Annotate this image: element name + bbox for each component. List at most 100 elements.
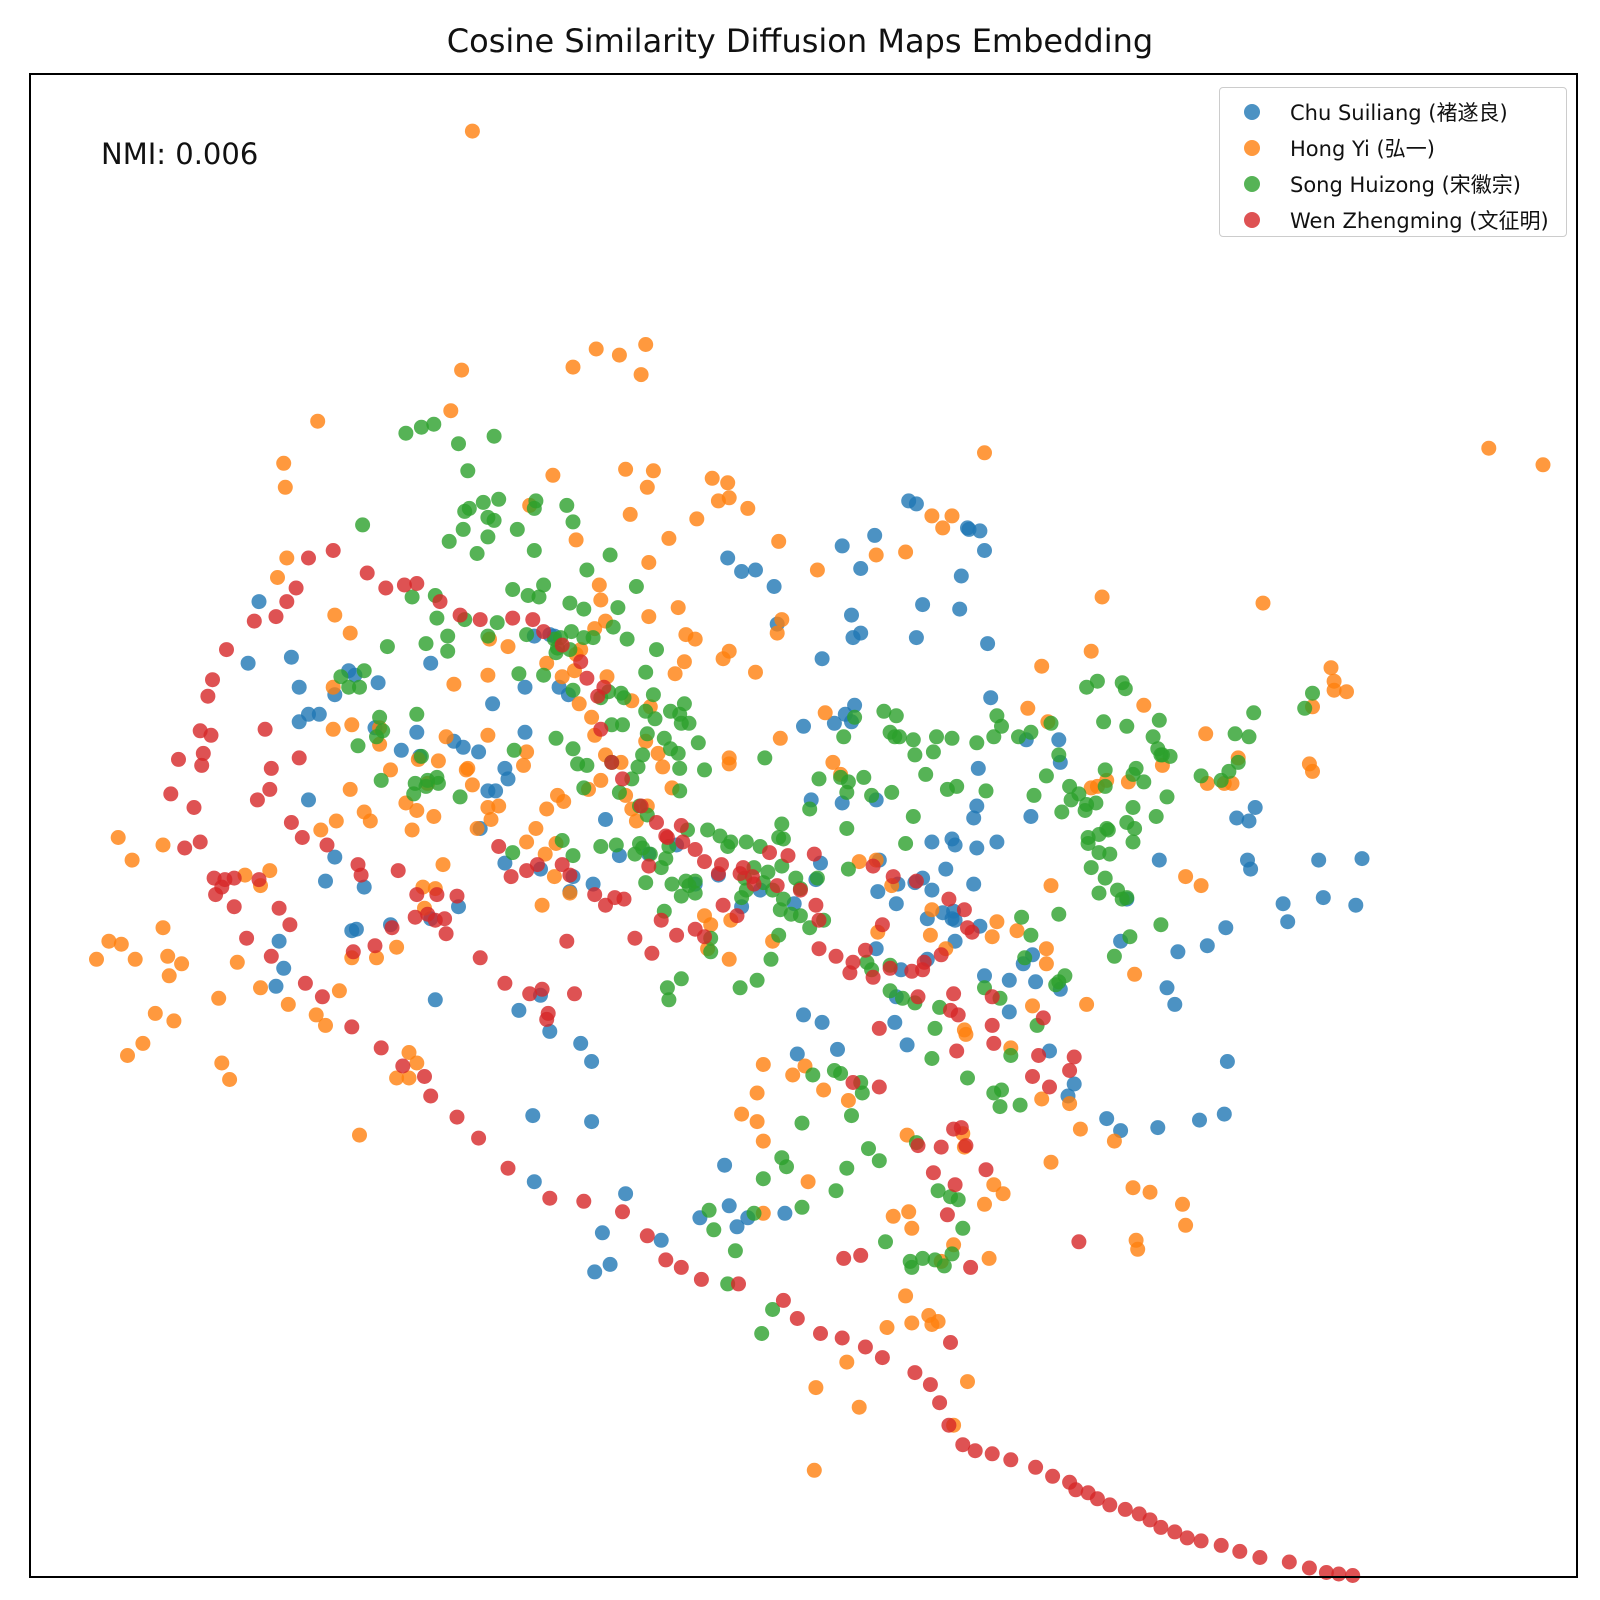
data-point (868, 547, 884, 563)
data-point (219, 642, 234, 658)
data-point (887, 1014, 903, 1030)
data-point (604, 754, 620, 770)
data-point (1193, 768, 1209, 784)
data-point (497, 760, 513, 776)
data-point (938, 861, 954, 877)
data-point (423, 655, 439, 671)
data-point (1083, 780, 1099, 796)
data-point (505, 845, 521, 861)
data-point (703, 917, 719, 933)
data-point (689, 511, 705, 527)
data-point (898, 544, 914, 560)
data-point (986, 1035, 1002, 1051)
data-point (1045, 1468, 1061, 1484)
data-point (565, 514, 581, 530)
data-point (1125, 834, 1141, 850)
data-point (956, 902, 972, 918)
data-point (520, 588, 536, 603)
data-point (647, 711, 663, 727)
data-point (721, 951, 737, 967)
data-point (717, 1157, 733, 1173)
data-point (955, 1437, 971, 1453)
data-point (593, 839, 609, 854)
data-point (1089, 673, 1105, 689)
data-point (318, 1017, 333, 1033)
data-point (853, 1247, 869, 1263)
data-point (1281, 1554, 1297, 1570)
data-point (480, 727, 496, 743)
data-point (471, 1130, 487, 1146)
data-point (1051, 732, 1067, 748)
data-point (628, 579, 644, 594)
data-point (1048, 977, 1064, 993)
data-point (1213, 1537, 1229, 1553)
data-point (537, 846, 553, 862)
data-point (1020, 700, 1036, 716)
data-point (1043, 715, 1059, 731)
data-point (313, 822, 329, 838)
data-point (884, 784, 900, 800)
data-point (1150, 1120, 1166, 1136)
legend-label: Hong Yi (弘一) (1290, 137, 1435, 161)
data-point (639, 1228, 655, 1244)
data-point (1031, 1048, 1047, 1063)
data-point (1025, 1069, 1040, 1084)
data-point (457, 503, 473, 519)
data-point (325, 543, 341, 558)
data-point (327, 607, 343, 623)
data-point (282, 917, 298, 933)
data-point (1275, 896, 1291, 912)
data-point (576, 1193, 592, 1209)
data-point (390, 863, 406, 879)
data-point (1219, 1054, 1235, 1069)
data-point (401, 1045, 417, 1060)
data-point (110, 830, 126, 845)
data-point (1023, 927, 1039, 943)
data-point (960, 1374, 975, 1390)
data-point (755, 1171, 771, 1187)
data-point (605, 619, 621, 635)
data-point (670, 745, 686, 761)
data-point (1339, 684, 1354, 700)
data-point (851, 854, 867, 870)
data-point (802, 801, 818, 817)
data-point (653, 1232, 669, 1248)
data-point (639, 726, 655, 742)
data-point (658, 1252, 674, 1268)
data-point (548, 730, 564, 746)
data-point (263, 948, 279, 964)
data-point (638, 337, 654, 352)
data-point (413, 419, 429, 435)
data-point (1001, 972, 1017, 988)
data-point (409, 576, 425, 591)
data-point (417, 1069, 432, 1084)
data-point (1051, 906, 1067, 922)
data-point (446, 676, 462, 692)
data-point (372, 709, 388, 725)
data-point (1062, 1096, 1078, 1112)
data-point (283, 649, 299, 665)
data-point (505, 582, 521, 597)
data-point (851, 1399, 867, 1415)
data-point (546, 869, 562, 885)
data-point (519, 627, 535, 643)
data-point (263, 760, 279, 776)
data-point (163, 786, 179, 802)
data-point (690, 735, 706, 751)
data-point (573, 1035, 589, 1051)
data-point (992, 1099, 1008, 1115)
data-point (268, 609, 284, 625)
data-point (649, 642, 664, 658)
data-point (344, 1019, 360, 1035)
data-point (687, 885, 703, 901)
data-point (760, 864, 776, 880)
data-point (956, 1022, 972, 1038)
data-point (977, 1196, 992, 1212)
data-point (1097, 778, 1113, 794)
data-point (915, 597, 931, 613)
data-point (1481, 440, 1497, 456)
data-point (171, 751, 186, 767)
data-point (565, 359, 581, 375)
data-point (885, 1208, 901, 1224)
data-point (989, 914, 1005, 930)
